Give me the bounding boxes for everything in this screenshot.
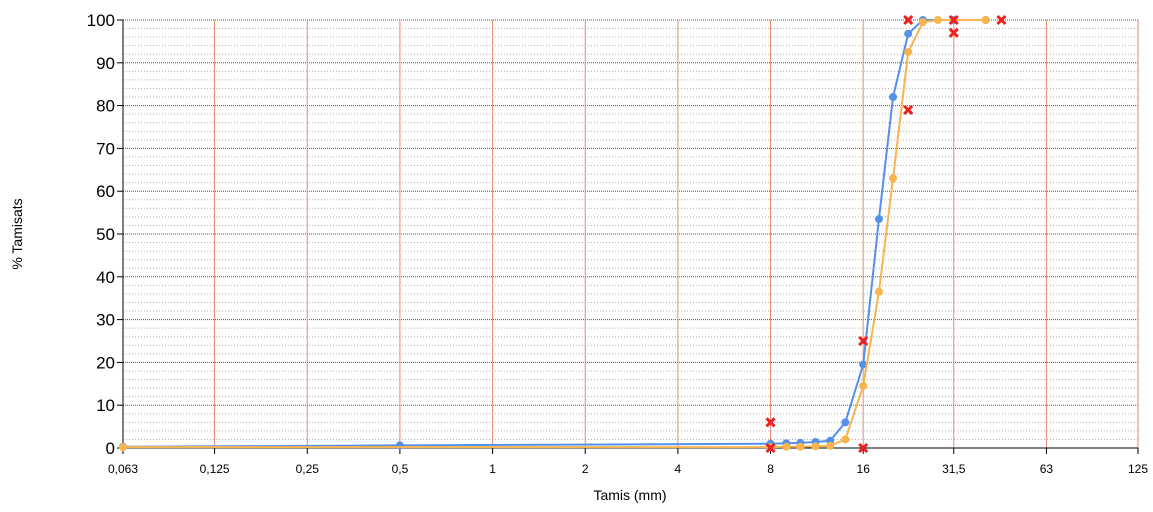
- x-tick-label: 4: [675, 462, 682, 476]
- limit-marker-stroke: [903, 14, 914, 26]
- y-tick-label: 30: [96, 311, 115, 330]
- series-2-point: [874, 287, 883, 296]
- y-ticks: 0 10 20 30 40 50 60 70 80 90 100: [87, 11, 123, 458]
- series-1-point: [889, 93, 898, 102]
- x-tick-label: 0,25: [296, 462, 320, 476]
- series-2-point: [841, 435, 850, 444]
- limit-marker-stroke: [903, 104, 914, 115]
- limit-marker: [948, 27, 959, 38]
- series-2-point: [119, 443, 127, 452]
- plot-area: [123, 20, 1138, 448]
- y-axis-title: % Tamisats: [9, 198, 25, 269]
- limit-marker-stroke: [858, 335, 869, 347]
- limit-marker-stroke: [858, 442, 869, 454]
- series-1-point: [395, 441, 404, 450]
- x-grid: [214, 20, 1139, 448]
- y-tick-label: 10: [96, 396, 115, 415]
- limit-marker: [948, 14, 959, 26]
- y-tick-label: 80: [96, 97, 115, 116]
- x-ticks: 0,063 0,125 0,25 0,5 1 2 4 8 16 31,5 63 125: [108, 448, 1148, 476]
- series-2-point: [859, 381, 868, 390]
- series-2-point: [826, 441, 835, 450]
- x-tick-label: 1: [489, 462, 496, 476]
- series-2-point: [981, 16, 990, 24]
- series-1-point: [859, 360, 868, 369]
- y-tick-label: 70: [96, 139, 115, 158]
- x-tick-label: 2: [582, 462, 589, 476]
- limit-marker: [903, 104, 914, 115]
- x-tick-label: 125: [1128, 462, 1148, 476]
- x-tick-label: 0,5: [392, 462, 409, 476]
- y-tick-label: 90: [96, 54, 115, 73]
- series-2-point: [889, 174, 898, 183]
- series-2-point: [782, 442, 791, 451]
- series-2-point: [918, 18, 927, 27]
- limit-markers-layer: [765, 14, 1007, 454]
- y-minor-grid: [123, 28, 1138, 440]
- x-tick-label: 8: [767, 462, 774, 476]
- x-tick-label: 16: [857, 462, 871, 476]
- series-1-point: [874, 215, 883, 224]
- x-tick-label: 0,063: [108, 462, 138, 476]
- x-tick-label: 31,5: [942, 462, 966, 476]
- limit-marker: [858, 335, 869, 347]
- limit-marker-stroke: [948, 27, 959, 38]
- limit-marker-stroke: [948, 14, 959, 26]
- y-tick-label: 20: [96, 353, 115, 372]
- limit-marker-stroke: [765, 417, 776, 428]
- series-2-point: [796, 442, 805, 451]
- limit-marker: [996, 14, 1007, 26]
- series-1-point: [904, 29, 913, 38]
- limit-marker-stroke: [996, 14, 1007, 26]
- limit-marker: [765, 442, 776, 454]
- series-1-point: [841, 418, 850, 427]
- limit-marker: [765, 417, 776, 428]
- series-layer: [119, 16, 990, 452]
- x-axis-title: Tamis (mm): [593, 487, 666, 503]
- x-tick-label: 0,125: [200, 462, 230, 476]
- limit-marker-stroke: [765, 442, 776, 454]
- y-tick-label: 50: [96, 225, 115, 244]
- series-2-point: [934, 16, 943, 24]
- series-2-point: [811, 442, 820, 451]
- limit-marker: [903, 14, 914, 26]
- limit-marker: [858, 442, 869, 454]
- series-2-point: [904, 48, 913, 57]
- y-tick-label: 0: [106, 439, 115, 458]
- y-tick-label: 100: [87, 11, 115, 30]
- x-tick-label: 63: [1040, 462, 1054, 476]
- y-tick-label: 40: [96, 268, 115, 287]
- y-tick-label: 60: [96, 182, 115, 201]
